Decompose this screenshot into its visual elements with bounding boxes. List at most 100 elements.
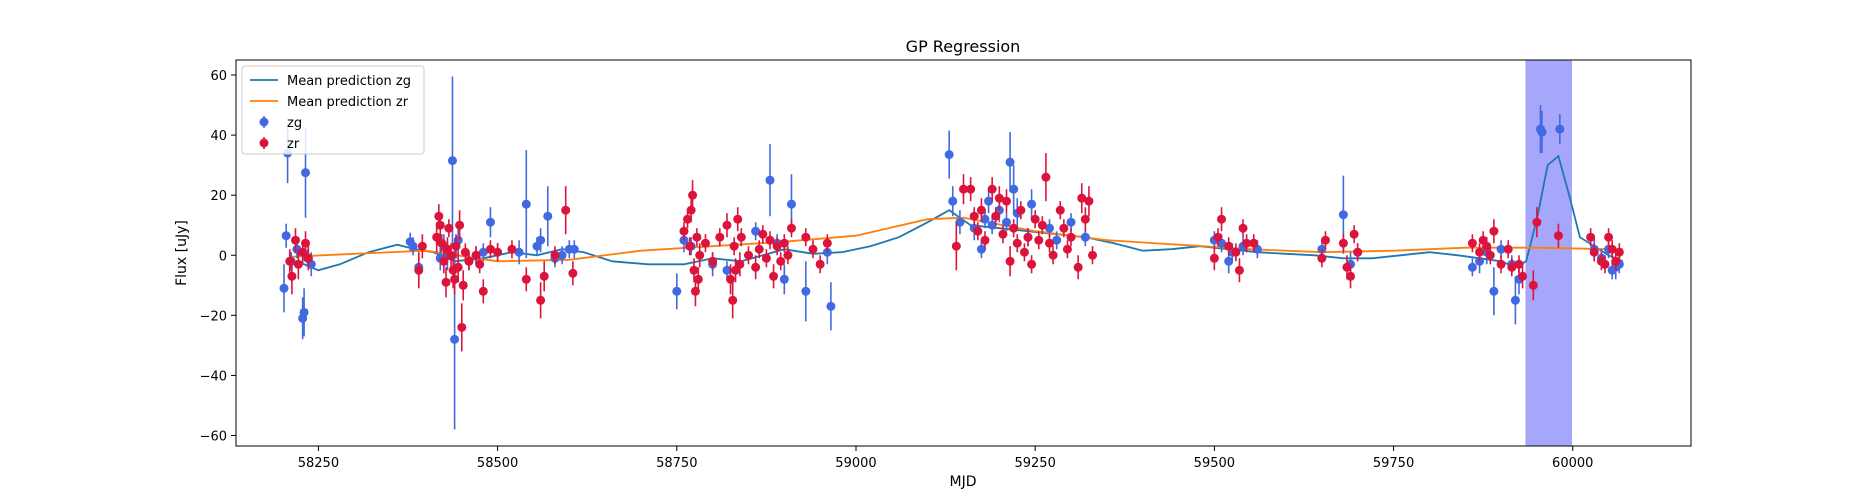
data-point: [761, 253, 771, 263]
data-point: [478, 286, 488, 296]
data-point: [441, 277, 451, 287]
data-point: [1023, 232, 1033, 242]
data-point: [822, 238, 832, 248]
data-point: [735, 259, 745, 269]
data-point: [722, 220, 732, 230]
plot-frame: [235, 59, 1692, 447]
data-point: [1467, 262, 1477, 272]
data-point: [1614, 247, 1624, 257]
data-point: [801, 232, 811, 242]
data-point: [453, 262, 463, 272]
data-point: [1217, 214, 1227, 224]
y-tick-label: −60: [200, 429, 227, 444]
data-point: [1027, 259, 1037, 269]
data-point: [679, 226, 689, 236]
data-point: [281, 231, 291, 241]
data-point: [726, 274, 736, 284]
legend-label: Mean prediction zg: [287, 74, 411, 89]
data-point: [1489, 226, 1499, 236]
x-tick-label: 60000: [1552, 456, 1593, 471]
data-point: [779, 238, 789, 248]
data-point: [966, 184, 976, 194]
data-point: [1005, 256, 1015, 266]
data-point: [485, 217, 495, 227]
data-point: [1066, 232, 1076, 242]
data-point: [1586, 232, 1596, 242]
data-point: [1532, 217, 1542, 227]
data-point: [951, 241, 961, 251]
data-point: [464, 256, 474, 266]
data-point: [536, 295, 546, 305]
data-point: [1084, 196, 1094, 206]
data-point: [408, 241, 418, 251]
data-point: [728, 295, 738, 305]
shaded-region-layer: [1525, 60, 1573, 446]
y-tick-label: 60: [210, 69, 227, 84]
data-point: [672, 286, 682, 296]
highlight-span: [1525, 60, 1573, 446]
data-point: [1080, 214, 1090, 224]
data-point: [722, 265, 732, 275]
data-point: [521, 274, 531, 284]
data-point: [955, 217, 965, 227]
data-point: [1234, 265, 1244, 275]
data-point: [769, 271, 779, 281]
data-point: [765, 235, 775, 245]
data-point: [543, 211, 553, 221]
data-point: [303, 253, 313, 263]
y-tick-label: 0: [219, 249, 227, 264]
legend-marker-swatch: [259, 138, 269, 148]
data-point: [279, 283, 289, 293]
legend-box: [241, 65, 425, 155]
data-point: [1045, 238, 1055, 248]
data-point: [1600, 259, 1610, 269]
data-point: [1052, 235, 1062, 245]
data-point: [569, 244, 579, 254]
data-point: [1012, 238, 1022, 248]
x-tick-label: 59000: [835, 456, 876, 471]
data-point: [1242, 238, 1252, 248]
data-point: [471, 250, 481, 260]
data-point: [776, 256, 786, 266]
data-point: [991, 211, 1001, 221]
data-point: [973, 226, 983, 236]
data-point: [439, 256, 449, 266]
data-point: [285, 256, 295, 266]
x-tick-label: 58250: [298, 456, 339, 471]
x-tick-label: 59500: [1194, 456, 1235, 471]
data-point: [754, 244, 764, 254]
x-tick-label: 58500: [477, 456, 518, 471]
data-point: [568, 268, 578, 278]
x-axis-label: MJD: [950, 474, 977, 490]
data-point: [987, 184, 997, 194]
data-point: [458, 280, 468, 290]
data-point: [1231, 247, 1241, 257]
x-tick-label: 59750: [1373, 456, 1414, 471]
data-point: [1338, 238, 1348, 248]
data-point: [976, 205, 986, 215]
data-point: [786, 199, 796, 209]
data-point: [1048, 250, 1058, 260]
y-tick-label: 20: [210, 189, 227, 204]
data-point: [293, 259, 303, 269]
data-point: [1009, 184, 1019, 194]
data-point: [1002, 196, 1012, 206]
data-point: [1611, 256, 1621, 266]
data-point: [493, 247, 503, 257]
data-point: [414, 265, 424, 275]
data-point: [1496, 259, 1506, 269]
data-point: [1009, 223, 1019, 233]
data-points: [279, 76, 1624, 430]
data-point: [301, 168, 311, 178]
data-point: [301, 238, 311, 248]
data-point: [998, 229, 1008, 239]
data-point: [435, 220, 445, 230]
data-point: [1209, 253, 1219, 263]
data-point: [485, 244, 495, 254]
data-point: [290, 235, 300, 245]
data-point: [444, 223, 454, 233]
data-point: [478, 247, 488, 257]
data-point: [944, 150, 954, 160]
legend-label: zg: [287, 116, 302, 131]
data-point: [521, 199, 531, 209]
